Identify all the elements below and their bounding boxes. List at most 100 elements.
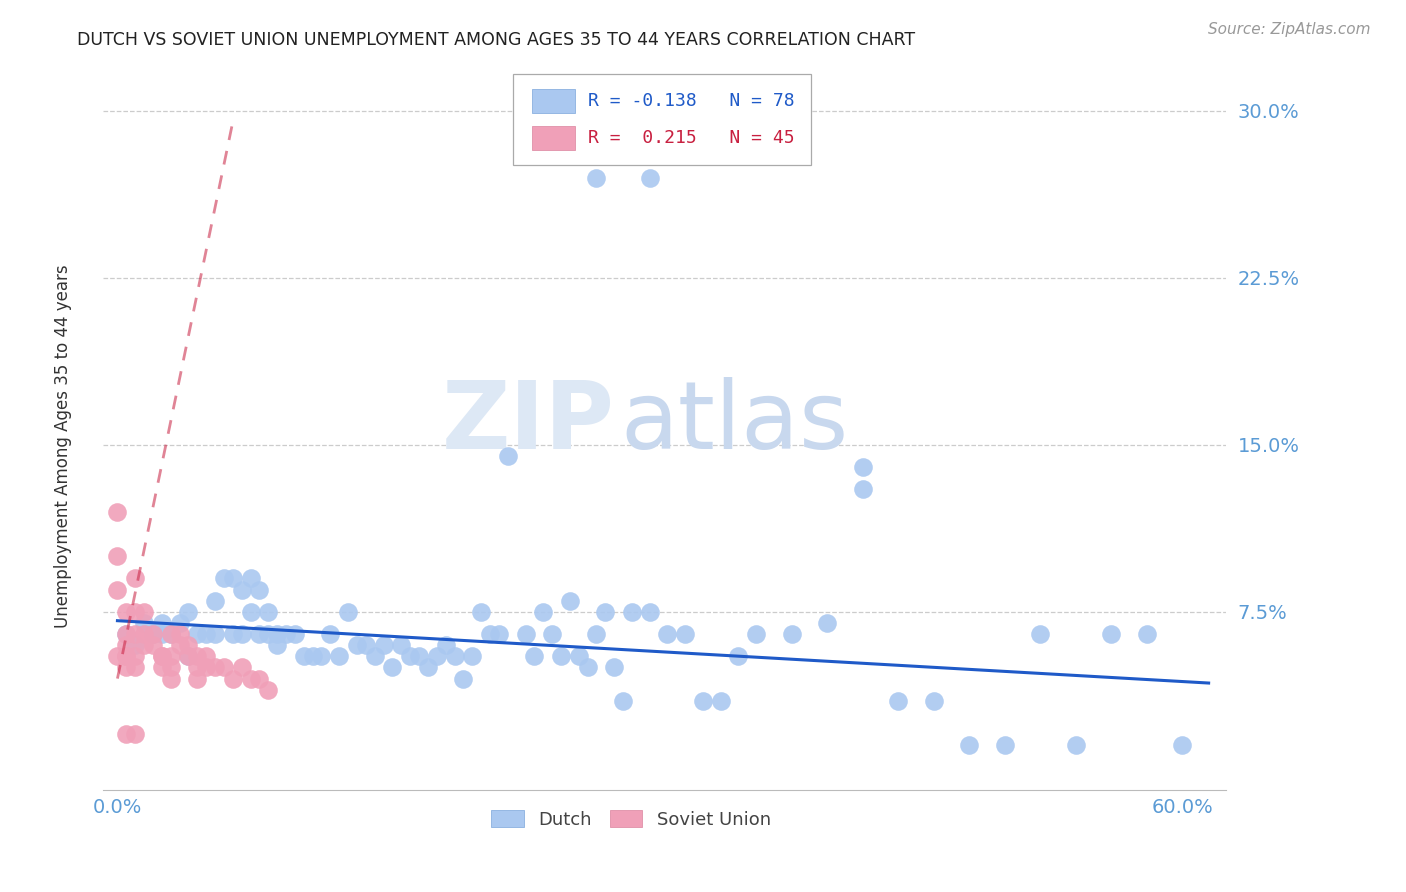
Point [132, 615, 155, 630]
Point [204, 593, 226, 607]
Point [1171, 739, 1194, 753]
FancyBboxPatch shape [533, 89, 575, 112]
Point [115, 638, 138, 652]
Point [115, 605, 138, 619]
Point [177, 649, 200, 664]
Point [150, 649, 173, 664]
Point [541, 627, 564, 641]
Point [479, 627, 502, 641]
Point [585, 627, 607, 641]
Point [212, 571, 235, 585]
Text: R = -0.138   N = 78: R = -0.138 N = 78 [589, 92, 794, 110]
Point [673, 627, 696, 641]
Point [239, 605, 262, 619]
Point [159, 627, 181, 641]
Point [576, 660, 599, 674]
Point [107, 649, 129, 664]
Point [239, 571, 262, 585]
Point [292, 649, 315, 664]
Point [887, 694, 910, 708]
Point [603, 660, 626, 674]
Point [115, 649, 138, 664]
Point [204, 660, 226, 674]
Point [132, 638, 155, 652]
Point [142, 627, 165, 641]
Point [531, 605, 554, 619]
Point [301, 649, 323, 664]
Point [461, 649, 484, 664]
Point [1099, 627, 1122, 641]
FancyBboxPatch shape [533, 126, 575, 150]
Point [142, 638, 165, 652]
Point [595, 605, 617, 619]
Point [364, 649, 387, 664]
Point [247, 672, 270, 686]
Point [124, 605, 146, 619]
Point [328, 649, 350, 664]
Point [231, 627, 253, 641]
Point [159, 660, 181, 674]
Point [257, 682, 280, 697]
Point [222, 571, 245, 585]
Point [222, 627, 245, 641]
Point [852, 460, 875, 475]
Point [177, 638, 200, 652]
Point [620, 605, 643, 619]
Point [231, 660, 253, 674]
Point [319, 627, 342, 641]
Point [994, 739, 1017, 753]
Point [115, 627, 138, 641]
Point [177, 649, 200, 664]
Point [443, 649, 465, 664]
Point [107, 505, 129, 519]
Point [257, 627, 280, 641]
Text: Source: ZipAtlas.com: Source: ZipAtlas.com [1208, 22, 1371, 37]
Point [381, 660, 404, 674]
Point [115, 727, 138, 741]
Point [169, 638, 191, 652]
Point [657, 627, 679, 641]
Point [354, 638, 377, 652]
Point [115, 649, 138, 664]
Point [638, 170, 661, 185]
Point [239, 672, 262, 686]
Point [107, 549, 129, 563]
Point [150, 627, 173, 641]
Point [1064, 739, 1087, 753]
Text: ZIP: ZIP [441, 376, 614, 468]
Point [284, 627, 307, 641]
Point [710, 694, 733, 708]
Point [231, 582, 253, 597]
Point [568, 649, 591, 664]
Point [346, 638, 368, 652]
Point [132, 627, 155, 641]
Point [177, 605, 200, 619]
Point [124, 571, 146, 585]
Point [124, 638, 146, 652]
Point [150, 615, 173, 630]
Point [195, 627, 218, 641]
Point [186, 627, 208, 641]
Point [922, 694, 945, 708]
Point [373, 638, 395, 652]
Point [124, 649, 146, 664]
Point [957, 739, 980, 753]
Point [186, 672, 208, 686]
Point [416, 660, 439, 674]
Point [389, 638, 412, 652]
Point [132, 605, 155, 619]
Point [115, 660, 138, 674]
Point [692, 694, 714, 708]
Point [247, 627, 270, 641]
Point [815, 615, 838, 630]
Point [150, 660, 173, 674]
Point [266, 638, 288, 652]
Point [453, 672, 475, 686]
Point [434, 638, 457, 652]
Point [186, 660, 208, 674]
Point [124, 627, 146, 641]
Point [159, 672, 181, 686]
Point [186, 649, 208, 664]
Point [124, 660, 146, 674]
Point [195, 649, 218, 664]
